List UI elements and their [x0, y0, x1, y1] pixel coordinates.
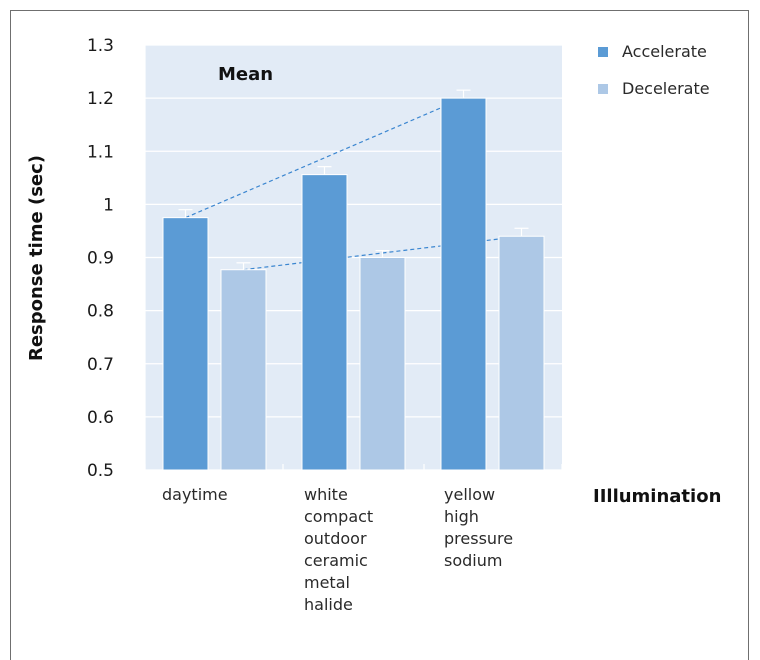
y-axis-title: Response time (sec): [26, 155, 47, 361]
bar-accelerate: [301, 174, 348, 471]
bar-decelerate: [498, 235, 545, 471]
y-tick-label: 0.8: [87, 302, 114, 322]
chart-title: Mean: [218, 64, 273, 85]
x-axis-title: IIllumination: [593, 486, 721, 507]
bars: [162, 97, 545, 471]
x-category-label: white compact outdoor ceramic metal halide: [304, 485, 373, 614]
legend-label: Decelerate: [622, 79, 710, 98]
bar-decelerate: [220, 269, 267, 471]
bar-accelerate: [440, 97, 487, 471]
y-tick-label: 0.6: [87, 408, 114, 428]
x-axis-categories: daytime white compact outdoor ceramic metal ha…: [162, 485, 513, 614]
y-tick-label: 1: [103, 195, 114, 215]
y-axis-ticks: 0.5 0.6 0.7 0.8 0.9 1 1.1 1.2 1.3: [87, 36, 114, 481]
y-tick-label: 1.2: [87, 89, 114, 109]
legend: Accelerate Decelerate: [598, 42, 710, 98]
chart-frame: [10, 10, 749, 660]
y-tick-label: 1.1: [87, 142, 114, 162]
error-bars: [178, 89, 529, 270]
x-category-label: yellow high pressure sodium: [444, 485, 513, 570]
trend-line: [185, 97, 464, 219]
legend-label: Accelerate: [622, 42, 707, 61]
legend-swatch: [598, 47, 608, 57]
y-tick-label: 1.3: [87, 36, 114, 56]
y-tick-label: 0.9: [87, 249, 114, 269]
x-category-label: daytime: [162, 485, 228, 504]
bar-decelerate: [359, 257, 406, 471]
legend-swatch: [598, 84, 608, 94]
y-tick-label: 0.7: [87, 355, 114, 375]
gridlines: [144, 44, 563, 471]
bar-accelerate: [162, 217, 209, 471]
y-tick-label: 0.5: [87, 461, 114, 481]
